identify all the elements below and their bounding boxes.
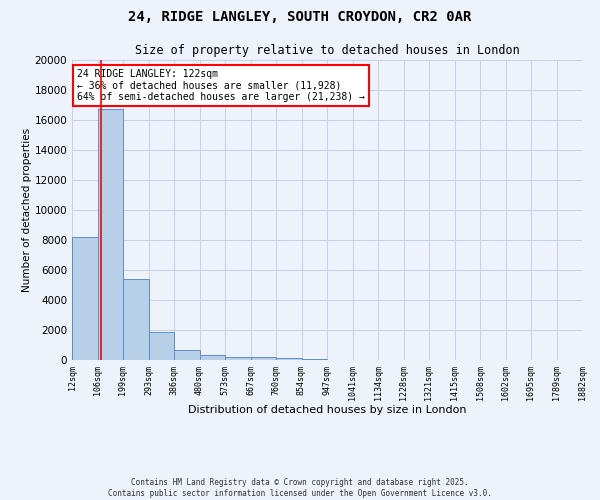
Bar: [251, 358, 276, 360]
Y-axis label: Number of detached properties: Number of detached properties: [22, 128, 32, 292]
Text: 24 RIDGE LANGLEY: 122sqm
← 36% of detached houses are smaller (11,928)
64% of se: 24 RIDGE LANGLEY: 122sqm ← 36% of detach…: [77, 69, 365, 102]
Text: 24, RIDGE LANGLEY, SOUTH CROYDON, CR2 0AR: 24, RIDGE LANGLEY, SOUTH CROYDON, CR2 0A…: [128, 10, 472, 24]
Bar: [72, 237, 97, 360]
Bar: [123, 279, 149, 360]
Bar: [149, 332, 174, 360]
Bar: [199, 355, 225, 360]
Bar: [174, 350, 199, 360]
Text: Contains HM Land Registry data © Crown copyright and database right 2025.
Contai: Contains HM Land Registry data © Crown c…: [108, 478, 492, 498]
Title: Size of property relative to detached houses in London: Size of property relative to detached ho…: [134, 44, 520, 58]
Bar: [276, 358, 302, 360]
Bar: [302, 359, 327, 360]
Bar: [225, 356, 251, 360]
X-axis label: Distribution of detached houses by size in London: Distribution of detached houses by size …: [188, 406, 466, 415]
Bar: [97, 110, 123, 360]
